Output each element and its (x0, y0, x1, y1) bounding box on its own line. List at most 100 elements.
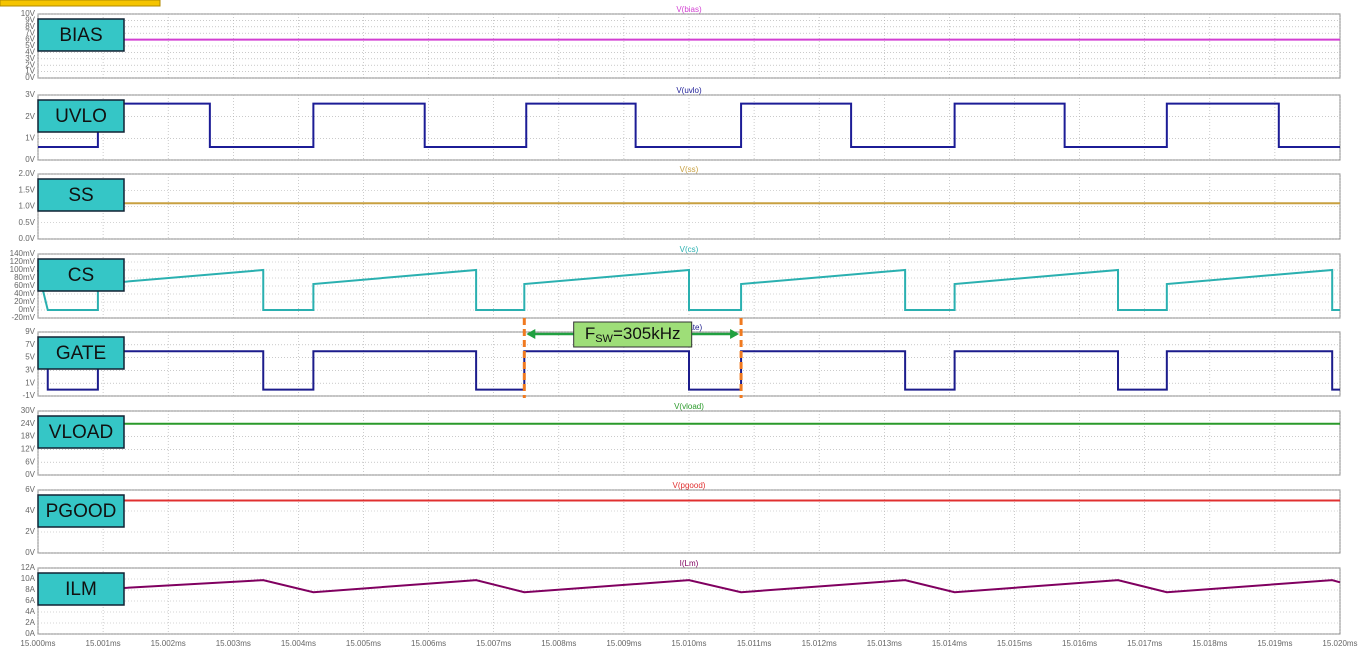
y-tick-label: 80mV (14, 273, 36, 282)
y-tick-label: 1V (25, 67, 35, 76)
y-tick-label: 140mV (10, 249, 36, 258)
corner-tab (0, 0, 161, 7)
y-tick-label: 12V (21, 445, 36, 454)
y-tick-label: 0V (25, 155, 35, 164)
waveform (38, 350, 1340, 391)
y-tick-label: 20mV (14, 297, 36, 306)
y-tick-label: 10A (21, 574, 36, 583)
y-tick-label: 4V (25, 506, 35, 515)
y-tick-label: 9V (25, 327, 35, 336)
y-tick-label: 40mV (14, 289, 36, 298)
trace-label: CS (68, 265, 94, 286)
waveform (38, 102, 1340, 148)
x-tick-label: 15.003ms (216, 639, 251, 648)
trace-title: V(cs) (680, 245, 699, 254)
x-tick-label: 15.010ms (671, 639, 706, 648)
y-tick-label: 120mV (10, 257, 36, 266)
x-tick-label: 15.020ms (1322, 639, 1357, 648)
trace-label: BIAS (59, 25, 102, 46)
label-box (37, 99, 125, 133)
y-tick-label: 6V (25, 457, 35, 466)
x-tick-label: 15.018ms (1192, 639, 1227, 648)
trace-label: ILM (65, 579, 97, 600)
trace-label: SS (68, 185, 93, 206)
trace-title: V(uvlo) (676, 86, 702, 95)
x-tick-label: 15.002ms (151, 639, 186, 648)
annotation-box (573, 321, 693, 348)
trace-title: V(bias) (676, 5, 702, 14)
trace-label: GATE (56, 343, 106, 364)
annotation: FSW=305kHz (585, 324, 681, 344)
x-tick-label: 15.008ms (541, 639, 576, 648)
waveform (37, 579, 1341, 594)
label-box (37, 18, 125, 52)
y-tick-label: 0V (25, 470, 35, 479)
label-box (37, 336, 125, 370)
label-box (37, 572, 125, 606)
y-tick-label: 1V (25, 378, 35, 387)
y-tick-label: 0V (25, 548, 35, 557)
trace-title: V(vload) (674, 402, 704, 411)
x-tick-label: 15.012ms (802, 639, 837, 648)
y-tick-label: -1V (23, 391, 36, 400)
x-tick-label: 15.009ms (606, 639, 641, 648)
annotation-part: F (585, 324, 595, 343)
y-tick-label: 2V (25, 527, 35, 536)
x-tick-label: 15.011ms (737, 639, 772, 648)
annotation-part: SW (595, 333, 613, 345)
y-tick-label: 1.0V (19, 202, 36, 211)
y-tick-label: 10V (21, 9, 36, 18)
label-box (37, 415, 125, 449)
y-tick-label: 24V (21, 419, 36, 428)
x-tick-label: 15.007ms (476, 639, 511, 648)
x-tick-label: 15.019ms (1257, 639, 1292, 648)
x-tick-label: 15.006ms (411, 639, 446, 648)
y-tick-label: -20mV (11, 313, 35, 322)
y-tick-label: 2A (25, 618, 35, 627)
y-tick-label: 0mV (19, 305, 36, 314)
trace-title: V(pgood) (673, 481, 706, 490)
y-tick-label: 3V (25, 54, 35, 63)
y-tick-label: 3V (25, 366, 35, 375)
label-box (37, 258, 125, 292)
trace-label: PGOOD (46, 501, 117, 522)
label-box (37, 494, 125, 528)
x-tick-label: 15.000ms (20, 639, 55, 648)
x-tick-label: 15.014ms (932, 639, 967, 648)
y-tick-label: 8A (25, 585, 35, 594)
x-tick-label: 15.013ms (867, 639, 902, 648)
x-tick-label: 15.016ms (1062, 639, 1097, 648)
y-tick-label: 5V (25, 41, 35, 50)
y-tick-label: 6V (25, 35, 35, 44)
x-tick-label: 15.001ms (86, 639, 121, 648)
x-tick-label: 15.005ms (346, 639, 381, 648)
y-tick-label: 3V (25, 90, 35, 99)
y-tick-label: 12A (21, 563, 36, 572)
y-tick-label: 18V (21, 432, 36, 441)
y-tick-label: 4A (25, 607, 35, 616)
y-tick-label: 8V (25, 22, 35, 31)
y-tick-label: 0.0V (19, 234, 36, 243)
label-box (37, 178, 125, 212)
y-tick-label: 2.0V (19, 169, 36, 178)
y-tick-label: 2V (25, 60, 35, 69)
waveform (37, 268, 1340, 311)
y-tick-label: 9V (25, 16, 35, 25)
y-tick-label: 4V (25, 48, 35, 57)
trace-title: I(Lm) (680, 559, 699, 568)
x-tick-label: 15.017ms (1127, 639, 1162, 648)
trace-title: V(ss) (680, 165, 699, 174)
y-tick-label: 100mV (10, 265, 36, 274)
y-tick-label: 6A (25, 596, 35, 605)
y-tick-label: 0A (25, 629, 35, 638)
y-tick-label: 0.5V (19, 218, 36, 227)
y-tick-label: 6V (25, 485, 35, 494)
y-tick-label: 7V (25, 28, 35, 37)
y-tick-label: 0V (25, 73, 35, 82)
trace-label: VLOAD (49, 422, 113, 443)
y-tick-label: 1V (25, 133, 35, 142)
y-tick-label: 30V (21, 406, 36, 415)
annotation-part: =305kHz (613, 324, 681, 343)
x-tick-label: 15.004ms (281, 639, 316, 648)
